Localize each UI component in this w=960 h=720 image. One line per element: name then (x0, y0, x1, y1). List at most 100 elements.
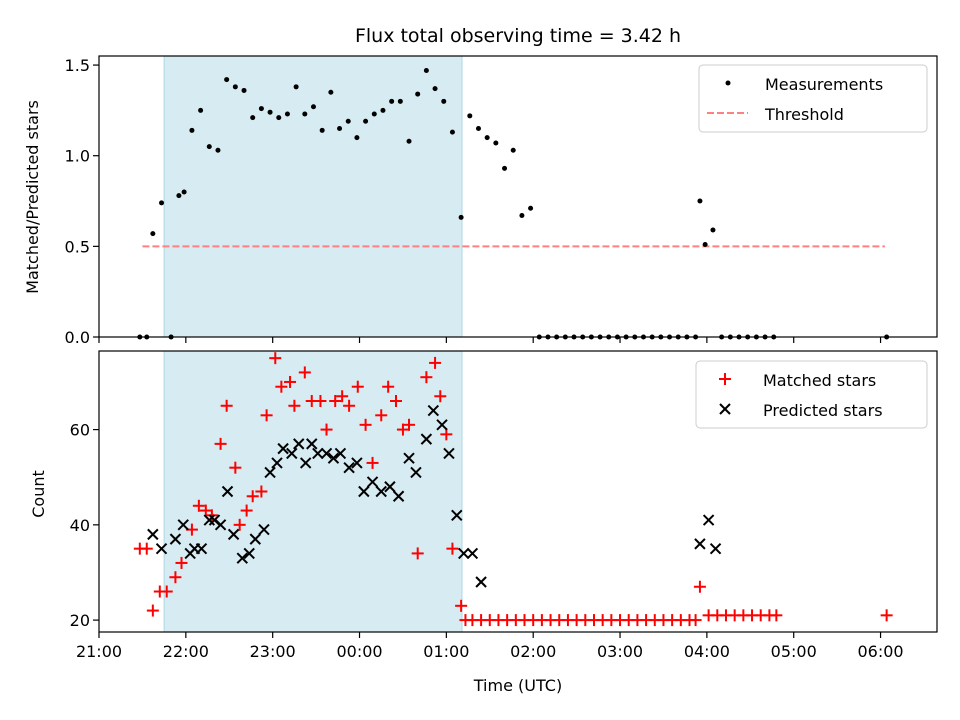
legend-matched-marker (719, 373, 731, 385)
matched-star-point (329, 395, 342, 408)
predicted-star-point (458, 547, 470, 560)
predicted-star-point (475, 576, 487, 588)
measurement-point (406, 138, 412, 144)
measurement-point (250, 115, 256, 121)
bottom-yticks: 20 40 60 (70, 421, 99, 630)
predicted-star-point (451, 509, 463, 522)
predicted-star-point (709, 542, 722, 555)
matched-star-point (693, 580, 706, 593)
matched-star-point (382, 380, 395, 393)
predicted-star-point (443, 447, 455, 460)
legend-predicted-marker (719, 403, 731, 415)
x-tick-label: 04:00 (684, 642, 730, 661)
predicted-star-point (155, 542, 168, 555)
measurement-point (389, 98, 395, 104)
top-legend-box (698, 64, 928, 133)
matched-star-point (220, 399, 233, 412)
bottom-xticks: 21:00 22:00 23:00 00:00 01:00 02:00 03:00 04:00… (76, 632, 904, 661)
predicted-star-point (375, 485, 387, 498)
x-tick-label: 23:00 (250, 642, 296, 661)
matched-star-point (396, 423, 409, 436)
predicted-star-point (169, 533, 182, 545)
predicted-star-point (320, 447, 333, 460)
predicted-star-point (236, 552, 248, 564)
top-panel: 0.0 0.5 1.0 1.5 Matched/Predicted stars Mea… (23, 55, 938, 347)
matched-star-point (880, 609, 893, 622)
matched-star-point (403, 418, 416, 431)
x-tick-label: 02:00 (510, 642, 556, 661)
predicted-star-point (214, 519, 227, 531)
y-tick-label: 60 (70, 421, 90, 440)
predicted-star-point (227, 528, 240, 541)
matched-star-point (420, 371, 433, 384)
bottom-legend: Matched stars Predicted stars (695, 360, 928, 429)
predicted-star-point (403, 452, 415, 464)
matched-star-point (288, 399, 301, 412)
matched-star-point (336, 390, 349, 403)
measurement-point (232, 84, 238, 90)
legend-matched-label: Matched stars (763, 371, 876, 390)
measurement-point (528, 205, 534, 211)
measurement-point (328, 89, 334, 95)
predicted-star-point (299, 457, 312, 469)
y-tick-label: 40 (70, 516, 90, 535)
y-tick-label: 1.5 (65, 56, 90, 75)
predicted-star-point (410, 466, 422, 479)
measurement-point (710, 227, 716, 233)
predicted-star-point (243, 547, 255, 560)
predicted-star-point (366, 476, 379, 488)
predicted-star-point (384, 481, 396, 493)
measurement-point (354, 135, 360, 141)
predicted-star-point (293, 438, 305, 450)
predicted-star-point (203, 514, 215, 526)
measurement-point (493, 140, 499, 146)
matched-star-point (366, 456, 379, 469)
matched-star-point (175, 556, 188, 569)
measurement-point (467, 113, 473, 119)
predicted-star-point (694, 538, 706, 550)
measurement-point (519, 213, 525, 219)
predicted-star-point (271, 457, 283, 469)
measurement-point (510, 147, 516, 153)
bottom-panel: 20 40 60 21:00 22:00 23:00 00:00 01:00 02:00 03:… (29, 350, 938, 695)
measurement-point (206, 144, 212, 150)
x-tick-label: 06:00 (857, 642, 903, 661)
x-tick-label: 21:00 (76, 642, 122, 661)
matched-star-point (389, 395, 402, 408)
measurement-point (475, 126, 481, 132)
matched-star-point (160, 585, 173, 598)
measurement-point (176, 193, 182, 199)
matched-star-point (146, 604, 159, 617)
predicted-star-point (277, 442, 289, 455)
measurement-point (697, 198, 703, 204)
bottom-shade-layer (163, 350, 463, 633)
bottom-xlabel: Time (UTC) (473, 676, 562, 695)
predicted-star-point (427, 404, 440, 417)
y-tick-label: 0.0 (65, 328, 90, 347)
predicted-star-point (312, 447, 324, 460)
top-shade-layer (163, 55, 463, 338)
measurement-point (449, 129, 455, 135)
measurement-point (702, 242, 708, 248)
predicted-star-point (436, 419, 448, 431)
y-tick-label: 1.0 (65, 147, 90, 166)
measurement-point (159, 200, 165, 206)
measurement-point (484, 135, 490, 141)
matched-star-point (314, 395, 327, 408)
measurement-point (371, 111, 377, 117)
predicted-star-point (327, 452, 340, 464)
matched-star-point (359, 418, 372, 431)
matched-star-point (199, 504, 212, 517)
legend-measurements-marker (725, 80, 731, 86)
measurement-point (276, 115, 282, 121)
observing-window-shade (163, 55, 463, 338)
measurement-point (415, 91, 421, 97)
top-yticks: 0.0 0.5 1.0 1.5 (65, 56, 99, 347)
measurement-point (380, 107, 386, 113)
measurement-point (337, 126, 343, 132)
predicted-star-point (221, 485, 234, 498)
matched-star-point (375, 409, 388, 422)
measurement-point (284, 111, 290, 117)
top-axes-frame (98, 55, 938, 338)
matched-star-point (411, 547, 424, 560)
